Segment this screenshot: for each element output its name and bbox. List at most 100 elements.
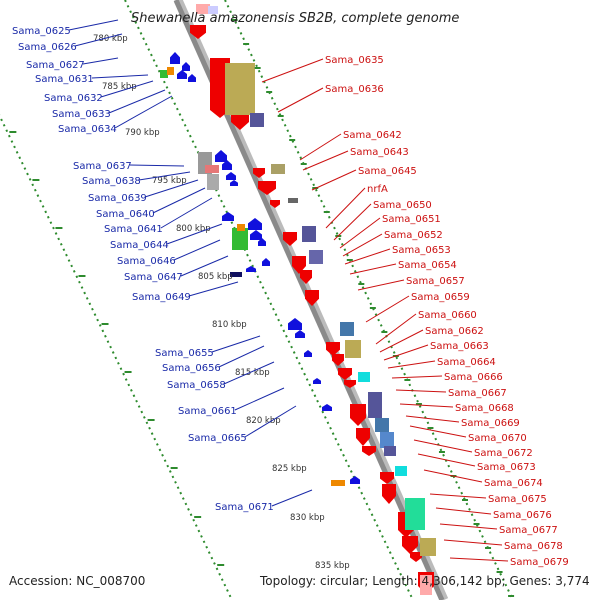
leader-line-left	[271, 489, 313, 507]
gene-label-right[interactable]: Sama_0652	[384, 230, 443, 241]
leader-line-right	[333, 203, 372, 241]
gene-label-right[interactable]: Sama_0669	[461, 418, 520, 429]
leader-line-right	[449, 557, 509, 562]
gene-label-right[interactable]: Sama_0678	[504, 541, 563, 552]
forward-gene-1	[190, 25, 206, 39]
gene-label-left[interactable]: Sama_0655	[155, 348, 214, 359]
gene-label-left[interactable]: Sama_0665	[188, 433, 247, 444]
gene-label-left[interactable]: Sama_0634	[58, 124, 117, 135]
reverse-gene-8	[230, 180, 238, 186]
gene-label-left[interactable]: Sama_0638	[82, 176, 141, 187]
gene-label-left[interactable]: Sama_0647	[124, 272, 183, 283]
kbp-tick-label: 795 kbp	[152, 176, 187, 186]
gene-label-right[interactable]: Sama_0667	[448, 388, 507, 399]
reverse-gene-20	[350, 476, 360, 484]
gene-label-left[interactable]: Sama_0646	[117, 256, 176, 267]
gene-label-right[interactable]: Sama_0660	[418, 310, 477, 321]
gene-label-right[interactable]: Sama_0663	[430, 341, 489, 352]
gene-label-right[interactable]: Sama_0670	[468, 433, 527, 444]
gene-label-right[interactable]: Sama_0642	[343, 130, 402, 141]
gene-label-right[interactable]: Sama_0666	[444, 372, 503, 383]
leader-line-right	[342, 233, 383, 257]
kbp-tick-label: 815 kbp	[235, 368, 270, 378]
gene-label-right[interactable]: Sama_0679	[510, 557, 569, 568]
feature-green-block	[232, 228, 248, 250]
gene-label-right[interactable]: Sama_0651	[382, 214, 441, 225]
leader-line-right	[439, 523, 498, 530]
gene-label-left[interactable]: Sama_0640	[96, 209, 155, 220]
feature-cyan-1	[358, 372, 370, 382]
leader-line-right	[302, 150, 349, 171]
gene-label-left[interactable]: Sama_0644	[110, 240, 169, 251]
leader-line-right	[349, 263, 397, 275]
reverse-gene-19	[322, 404, 332, 411]
feature-slate-3	[309, 250, 323, 264]
gene-label-right[interactable]: Sama_0662	[425, 326, 484, 337]
feature-steel-1	[340, 322, 354, 336]
reverse-gene-10	[248, 218, 262, 230]
gene-label-right[interactable]: Sama_0653	[392, 245, 451, 256]
leader-line-right	[344, 248, 391, 265]
leader-line-left	[91, 74, 149, 79]
gene-layer	[160, 4, 436, 595]
gene-label-left[interactable]: Sama_0656	[162, 363, 221, 374]
reverse-gene-15	[288, 318, 302, 330]
gene-label-right[interactable]: Sama_0664	[437, 357, 496, 368]
gene-label-right[interactable]: Sama_0654	[398, 260, 457, 271]
gene-label-left[interactable]: Sama_0631	[35, 74, 94, 85]
feature-navy-small	[230, 272, 242, 277]
leader-line-right	[379, 329, 424, 353]
leader-line-left	[152, 187, 206, 214]
gene-label-left[interactable]: Sama_0625	[12, 26, 71, 37]
leader-line-right	[365, 295, 410, 323]
forward-gene-14	[344, 380, 356, 388]
feature-slate-2	[302, 226, 316, 242]
gene-label-right[interactable]: Sama_0674	[484, 478, 543, 489]
gene-label-left[interactable]: Sama_0633	[52, 109, 111, 120]
gene-label-right[interactable]: Sama_0659	[411, 292, 470, 303]
gene-label-left[interactable]: Sama_0639	[88, 193, 147, 204]
gene-label-right[interactable]: Sama_0672	[474, 448, 533, 459]
feature-orange-small-2	[331, 480, 345, 486]
kbp-tick-label: 780 kbp	[93, 34, 128, 44]
leader-line-right	[417, 453, 476, 467]
leader-line-right	[395, 389, 447, 393]
gene-label-right[interactable]: nrfA	[367, 184, 388, 195]
gene-label-right[interactable]: Sama_0668	[455, 403, 514, 414]
reverse-gene-14	[262, 258, 270, 266]
forward-gene-21	[402, 536, 418, 554]
leader-line-left	[180, 255, 229, 277]
gene-label-left[interactable]: Sama_0626	[18, 42, 77, 53]
gene-label-right[interactable]: Sama_0677	[499, 525, 558, 536]
gene-label-right[interactable]: Sama_0676	[493, 510, 552, 521]
forward-gene-12	[332, 354, 344, 366]
gene-label-left[interactable]: Sama_0637	[73, 161, 132, 172]
gene-label-left[interactable]: Sama_0661	[178, 406, 237, 417]
gene-label-left[interactable]: Sama_0641	[104, 224, 163, 235]
gene-label-left[interactable]: Sama_0627	[26, 60, 85, 71]
feature-slate-4	[368, 392, 382, 418]
gene-label-left[interactable]: Sama_0658	[167, 380, 226, 391]
leader-line-right	[429, 493, 487, 499]
leader-line-left	[244, 405, 297, 438]
forward-gene-22	[410, 552, 422, 562]
leader-line-right	[409, 425, 467, 438]
gene-label-left[interactable]: Sama_0671	[215, 502, 274, 513]
feature-olive-tall	[225, 63, 255, 115]
gene-label-right[interactable]: Sama_0657	[406, 276, 465, 287]
gene-label-right[interactable]: Sama_0635	[325, 55, 384, 66]
gene-label-right[interactable]: Sama_0643	[350, 147, 409, 158]
leader-line-right	[357, 279, 405, 291]
gene-label-left[interactable]: Sama_0649	[132, 292, 191, 303]
gene-label-right[interactable]: Sama_0636	[325, 84, 384, 95]
leader-line-right	[339, 217, 381, 249]
forward-gene-13	[338, 368, 352, 380]
gene-label-right[interactable]: Sama_0645	[358, 166, 417, 177]
leader-line-left	[160, 197, 213, 229]
forward-gene-16	[356, 428, 370, 446]
gene-label-right[interactable]: Sama_0673	[477, 462, 536, 473]
gene-label-right[interactable]: Sama_0650	[373, 200, 432, 211]
leader-line-left	[218, 345, 265, 368]
gene-label-left[interactable]: Sama_0632	[44, 93, 103, 104]
gene-label-right[interactable]: Sama_0675	[488, 494, 547, 505]
